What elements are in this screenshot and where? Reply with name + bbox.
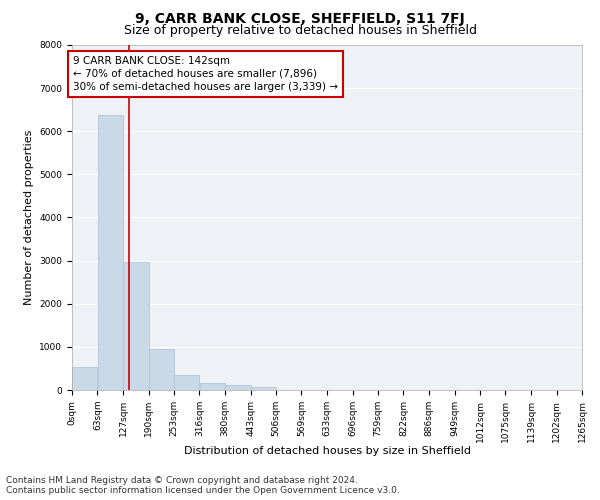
- Text: Size of property relative to detached houses in Sheffield: Size of property relative to detached ho…: [124, 24, 476, 37]
- Text: 9 CARR BANK CLOSE: 142sqm
← 70% of detached houses are smaller (7,896)
30% of se: 9 CARR BANK CLOSE: 142sqm ← 70% of detac…: [73, 56, 338, 92]
- Bar: [72, 366, 97, 390]
- Bar: [124, 262, 149, 390]
- Bar: [199, 383, 224, 390]
- Bar: [251, 388, 276, 390]
- Text: 9, CARR BANK CLOSE, SHEFFIELD, S11 7FJ: 9, CARR BANK CLOSE, SHEFFIELD, S11 7FJ: [135, 12, 465, 26]
- Y-axis label: Number of detached properties: Number of detached properties: [24, 130, 34, 305]
- Bar: [149, 348, 174, 390]
- X-axis label: Distribution of detached houses by size in Sheffield: Distribution of detached houses by size …: [184, 446, 470, 456]
- Bar: [174, 376, 199, 390]
- Bar: [97, 115, 122, 390]
- Text: Contains HM Land Registry data © Crown copyright and database right 2024.
Contai: Contains HM Land Registry data © Crown c…: [6, 476, 400, 495]
- Bar: [226, 386, 251, 390]
